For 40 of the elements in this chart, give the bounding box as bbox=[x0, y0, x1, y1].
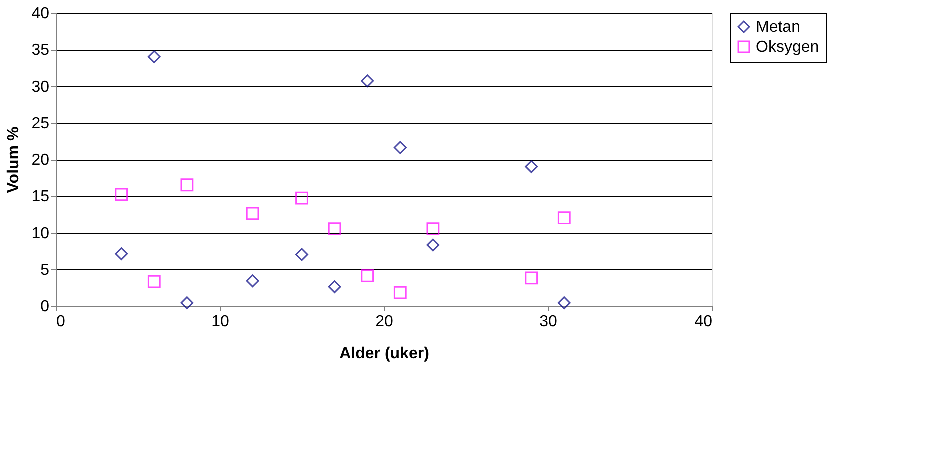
x-axis-title: Alder (uker) bbox=[340, 346, 430, 362]
point bbox=[296, 248, 308, 262]
x-tick-label: 0 bbox=[56, 314, 66, 330]
y-tick-label: 20 bbox=[32, 152, 50, 169]
x-tick-label: 30 bbox=[540, 314, 558, 330]
point bbox=[394, 141, 407, 154]
point bbox=[361, 270, 374, 282]
y-tick-label: 25 bbox=[32, 115, 50, 132]
y-axis-title: Volum % bbox=[6, 126, 23, 194]
point bbox=[558, 296, 571, 310]
point bbox=[525, 272, 538, 285]
point bbox=[394, 286, 407, 300]
point bbox=[296, 192, 308, 205]
y-tick-label: 40 bbox=[32, 6, 50, 22]
y-tick-label: 5 bbox=[40, 262, 50, 279]
point bbox=[361, 74, 374, 88]
point bbox=[115, 188, 128, 202]
legend-label: Metan bbox=[756, 19, 800, 36]
y-tick-label: 10 bbox=[32, 225, 50, 242]
point bbox=[558, 212, 571, 225]
legend-label: Oksygen bbox=[756, 39, 820, 56]
point bbox=[426, 222, 440, 236]
point bbox=[115, 248, 128, 260]
point bbox=[525, 160, 538, 174]
point bbox=[246, 274, 260, 288]
y-tick-label: 30 bbox=[32, 78, 50, 96]
point bbox=[148, 275, 161, 288]
y-tick-label: 0 bbox=[40, 298, 50, 316]
point bbox=[426, 238, 440, 252]
point bbox=[246, 207, 260, 220]
point bbox=[328, 222, 342, 236]
point bbox=[180, 296, 194, 310]
x-tick-label: 20 bbox=[376, 314, 394, 330]
x-tick-label: 10 bbox=[212, 314, 230, 330]
point bbox=[180, 178, 194, 192]
point bbox=[148, 50, 161, 64]
point bbox=[328, 280, 342, 294]
y-tick-label: 15 bbox=[32, 188, 50, 206]
x-tick-label: 40 bbox=[694, 314, 713, 330]
y-tick-label: 35 bbox=[32, 42, 50, 60]
